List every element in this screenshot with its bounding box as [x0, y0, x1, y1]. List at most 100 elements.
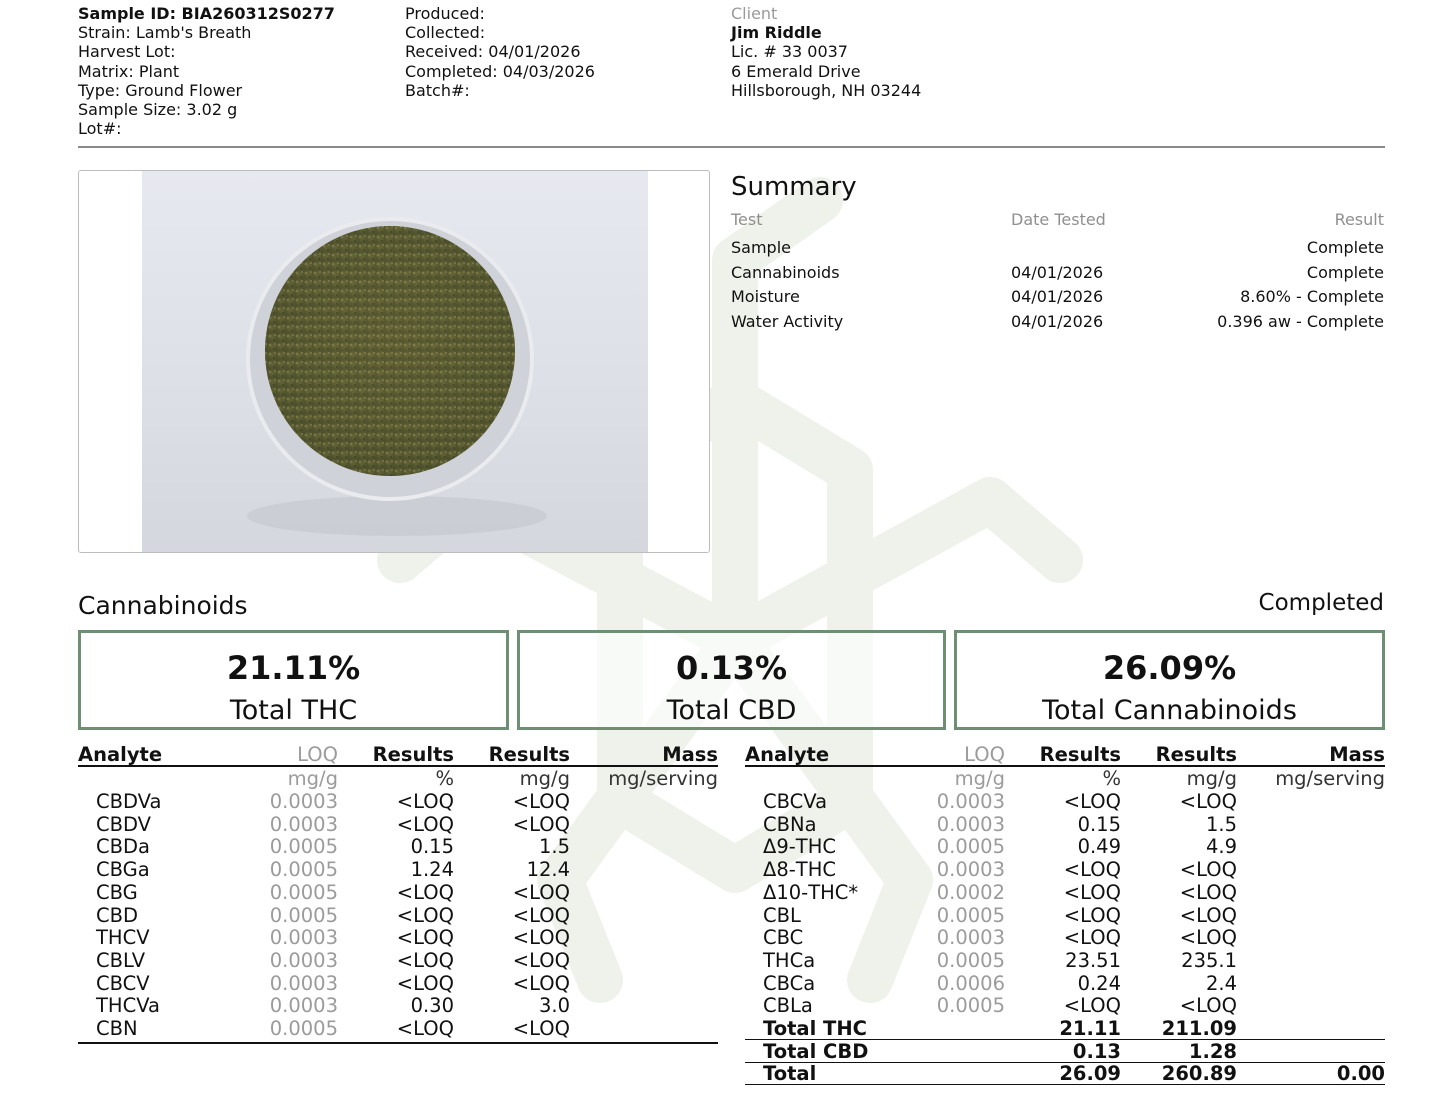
analyte-name: THCVa	[96, 994, 160, 1018]
analyte-row: CBLa 0.0005 <LOQ <LOQ	[745, 995, 1385, 1017]
analyte-pct: <LOQ	[1063, 790, 1121, 813]
total-thc-label: Total THC	[229, 695, 358, 726]
table-units-row: mg/g% mg/g mg/serving	[78, 768, 718, 790]
sample-detail-line: Matrix: Plant	[78, 61, 180, 81]
col-results-pct: Results	[372, 743, 454, 766]
analyte-row: CBN 0.0005 <LOQ <LOQ	[78, 1018, 718, 1040]
analyte-mg: <LOQ	[1179, 926, 1237, 950]
client-block: Client Jim Riddle Lic. # 33 0037 6 Emera…	[731, 4, 921, 100]
analyte-pct: <LOQ	[396, 880, 454, 904]
client-address-line-1: 6 Emerald Drive	[731, 61, 861, 81]
analyte-mg: 1.5	[538, 835, 570, 859]
summary-test: Water Activity	[731, 311, 844, 331]
summary-date: 04/01/2026	[1011, 311, 1104, 331]
analyte-pct: 23.51	[1065, 948, 1121, 972]
analyte-pct: <LOQ	[1063, 858, 1121, 882]
total-thc-value: 21.11%	[226, 649, 361, 687]
sample-detail-line: Harvest Lot:	[78, 42, 176, 62]
analyte-name: Δ10-THC*	[763, 880, 859, 904]
summary-header-row: Test Date Tested Result	[731, 210, 1384, 234]
unit-mg: mg/g	[519, 767, 570, 790]
analyte-loq: 0.0003	[269, 790, 338, 813]
total-row-rule	[745, 1039, 1385, 1040]
col-loq: LOQ	[964, 743, 1005, 766]
analyte-loq: 0.0005	[269, 1017, 338, 1040]
analyte-pct: <LOQ	[1063, 903, 1121, 927]
total-pct: 0.13	[1072, 1039, 1121, 1063]
sample-photo-frame	[78, 170, 710, 553]
analyte-mg: 235.1	[1181, 948, 1237, 972]
analyte-row: Δ9-THC 0.0005 0.49 4.9	[745, 836, 1385, 858]
analyte-pct: <LOQ	[1063, 926, 1121, 950]
analyte-loq: 0.0005	[936, 903, 1005, 927]
analyte-row: THCa 0.0005 23.51 235.1	[745, 948, 1385, 972]
analyte-mg: 3.0	[538, 994, 570, 1018]
analyte-name: Δ8-THC	[763, 858, 836, 882]
analyte-row: Δ10-THC* 0.0002 <LOQ <LOQ	[745, 880, 1385, 904]
analyte-pct: <LOQ	[1063, 880, 1121, 904]
summary-col-result: Result	[1334, 210, 1384, 229]
total-cbd-box: 0.13% Total CBD	[517, 630, 946, 730]
sample-dish-image	[246, 217, 547, 536]
analyte-name: THCa	[763, 948, 816, 972]
analyte-name: CBDV	[96, 812, 152, 836]
analyte-row: CBC 0.0003 <LOQ <LOQ	[745, 927, 1385, 949]
analyte-pct: <LOQ	[396, 948, 454, 972]
analyte-loq: 0.0005	[936, 948, 1005, 972]
total-pct: 26.09	[1059, 1062, 1121, 1086]
analyte-name: CBCa	[763, 971, 816, 995]
table-header-rule	[745, 765, 1385, 767]
summary-row: Sample Complete	[731, 238, 1384, 262]
analyte-name: CBNa	[763, 812, 817, 836]
summary-row: Water Activity 04/01/2026 0.396 aw - Compl…	[731, 312, 1384, 336]
analyte-row: THCV 0.0003 <LOQ <LOQ	[78, 927, 718, 949]
col-analyte: Analyte	[745, 743, 830, 766]
analyte-mg: <LOQ	[512, 926, 570, 950]
analyte-name: Δ9-THC	[763, 835, 836, 859]
analyte-loq: 0.0003	[269, 926, 338, 950]
analyte-pct: <LOQ	[396, 903, 454, 927]
date-detail-line: Received: 04/01/2026	[405, 42, 581, 62]
analyte-name: CBDVa	[96, 790, 162, 813]
analyte-name: CBGa	[96, 858, 150, 882]
analyte-mg: <LOQ	[512, 948, 570, 972]
analyte-pct: <LOQ	[396, 926, 454, 950]
cannabinoids-title: Cannabinoids	[78, 591, 248, 620]
unit-mass: mg/serving	[1275, 767, 1385, 790]
date-detail-line: Collected:	[405, 23, 486, 43]
analyte-row: CBD 0.0005 <LOQ <LOQ	[78, 903, 718, 927]
analyte-mg: 1.5	[1205, 812, 1237, 836]
analyte-mg: <LOQ	[512, 1017, 570, 1040]
analyte-loq: 0.0005	[936, 994, 1005, 1018]
analyte-name: CBCV	[96, 971, 150, 995]
summary-test: Cannabinoids	[731, 262, 840, 282]
client-name: Jim Riddle	[731, 23, 822, 43]
analyte-name: CBLV	[96, 948, 146, 972]
analyte-loq: 0.0003	[936, 790, 1005, 813]
sample-detail-line: Sample Size: 3.02 g	[78, 100, 238, 120]
analyte-row: Δ8-THC 0.0003 <LOQ <LOQ	[745, 859, 1385, 881]
analyte-loq: 0.0003	[936, 812, 1005, 836]
date-detail-line: Batch#:	[405, 80, 470, 100]
analyte-mg: 4.9	[1205, 835, 1237, 859]
analyte-pct: <LOQ	[396, 971, 454, 995]
table-bottom-rule	[78, 1041, 718, 1044]
analyte-loq: 0.0003	[269, 994, 338, 1018]
analyte-loq: 0.0003	[936, 926, 1005, 950]
total-name: Total THC	[763, 1017, 867, 1040]
analyte-name: CBC	[763, 926, 804, 950]
unit-mass: mg/serving	[608, 767, 718, 790]
sample-detail-line: Type: Ground Flower	[78, 80, 243, 100]
table-units-row: mg/g% mg/g mg/serving	[745, 768, 1385, 790]
summary-title: Summary	[731, 172, 857, 202]
total-cannabinoids-value: 26.09%	[1102, 649, 1237, 687]
analyte-loq: 0.0003	[269, 812, 338, 836]
analyte-pct: <LOQ	[1063, 994, 1121, 1018]
analyte-row: CBL 0.0005 <LOQ <LOQ	[745, 903, 1385, 927]
total-mass: 0.00	[1336, 1062, 1385, 1086]
total-pct: 21.11	[1059, 1017, 1121, 1040]
analyte-mg: <LOQ	[512, 812, 570, 836]
analyte-pct: <LOQ	[396, 790, 454, 813]
analyte-row: CBDa 0.0005 0.15 1.5	[78, 836, 718, 858]
date-detail-line: Completed: 04/03/2026	[405, 61, 595, 81]
